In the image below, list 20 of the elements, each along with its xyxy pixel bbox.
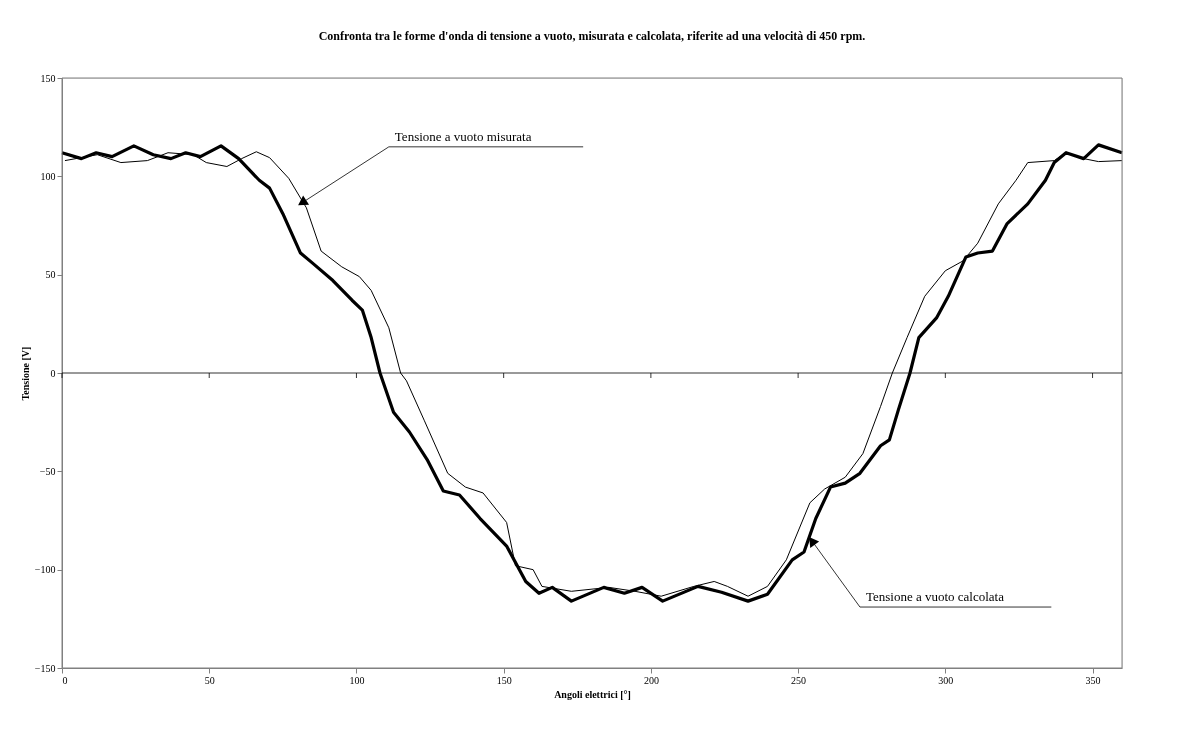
x-tick-label: 150 (496, 674, 512, 686)
x-tick-label: 0 (62, 674, 68, 686)
x-tick-label: 350 (1085, 674, 1101, 686)
y-tick-label: −100 (34, 564, 56, 576)
x-axis-title: Angoli elettrici [°] (554, 688, 631, 700)
y-tick-label: −150 (34, 662, 56, 674)
x-tick-label: 250 (791, 674, 807, 686)
annotation: Tensione a vuoto calcolata (865, 589, 1005, 605)
x-tick-label: 300 (938, 674, 954, 686)
x-tick-label: 50 (204, 674, 215, 686)
y-tick-label: 100 (40, 170, 56, 182)
annotation: Tensione a vuoto misurata (394, 128, 532, 144)
chart-title: Confronta tra le forme d'onda di tensione a vuoto, misurata e calcolata, riferite ad una velocità di 450 rpm. (318, 29, 866, 43)
y-tick-label: 50 (45, 269, 56, 281)
y-tick-label: 0 (50, 367, 56, 379)
y-axis-title: Tensione [V] (19, 346, 31, 401)
y-tick-label: 150 (40, 72, 56, 84)
y-tick-label: −50 (39, 465, 56, 477)
x-tick-label: 100 (349, 674, 365, 686)
x-tick-label: 200 (643, 674, 659, 686)
